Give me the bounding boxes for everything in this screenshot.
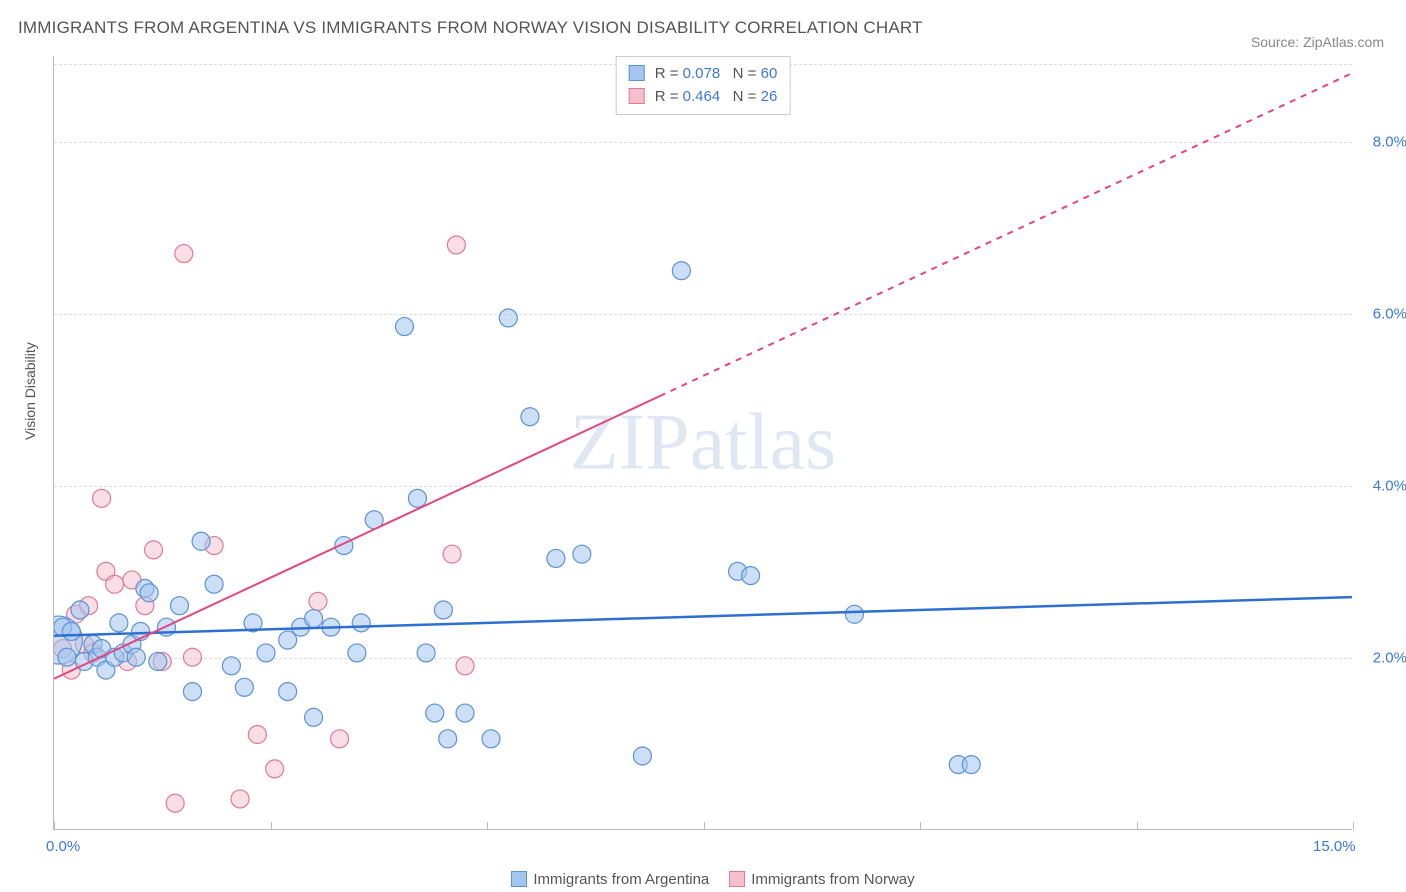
- data-point: [672, 262, 690, 280]
- legend-row: R = 0.078 N = 60: [629, 63, 778, 86]
- data-point: [127, 648, 145, 666]
- data-point: [962, 756, 980, 774]
- trend-line: [54, 396, 660, 679]
- data-point: [248, 726, 266, 744]
- data-point: [175, 245, 193, 263]
- legend-label: Immigrants from Argentina: [533, 871, 709, 888]
- y-tick-label: 6.0%: [1373, 306, 1406, 323]
- data-point: [499, 309, 517, 327]
- data-point: [305, 708, 323, 726]
- data-point: [140, 584, 158, 602]
- data-point: [145, 541, 163, 559]
- legend-row: R = 0.464 N = 26: [629, 86, 778, 109]
- data-point: [426, 704, 444, 722]
- y-tick-label: 8.0%: [1373, 134, 1406, 151]
- data-point: [456, 657, 474, 675]
- data-point: [573, 545, 591, 563]
- source-attribution: Source: ZipAtlas.com: [1251, 34, 1384, 50]
- data-point: [183, 648, 201, 666]
- chart-title: IMMIGRANTS FROM ARGENTINA VS IMMIGRANTS …: [18, 18, 923, 38]
- data-point: [633, 747, 651, 765]
- data-point: [408, 489, 426, 507]
- data-point: [456, 704, 474, 722]
- data-point: [547, 549, 565, 567]
- trend-line-extrapolated: [660, 73, 1352, 396]
- data-point: [149, 653, 167, 671]
- data-point: [845, 605, 863, 623]
- data-point: [205, 575, 223, 593]
- data-point: [110, 614, 128, 632]
- legend-swatch: [729, 871, 745, 887]
- data-point: [348, 644, 366, 662]
- data-point: [352, 614, 370, 632]
- data-point: [235, 678, 253, 696]
- data-point: [71, 601, 89, 619]
- data-point: [231, 790, 249, 808]
- data-point: [439, 730, 457, 748]
- data-point: [305, 610, 323, 628]
- data-point: [521, 408, 539, 426]
- series-legend: Immigrants from Argentina Immigrants from…: [0, 871, 1406, 888]
- data-point: [93, 489, 111, 507]
- y-tick-label: 2.0%: [1373, 650, 1406, 667]
- data-point: [279, 683, 297, 701]
- data-point: [443, 545, 461, 563]
- scatter-plot-svg: [54, 56, 1352, 829]
- data-point: [170, 597, 188, 615]
- data-point: [192, 532, 210, 550]
- data-point: [395, 318, 413, 336]
- data-point: [106, 575, 124, 593]
- legend-swatch: [629, 88, 645, 104]
- correlation-legend: R = 0.078 N = 60R = 0.464 N = 26: [616, 56, 791, 115]
- x-tick: [1353, 822, 1354, 830]
- data-point: [309, 592, 327, 610]
- y-axis-label: Vision Disability: [22, 342, 38, 440]
- chart-plot-area: R = 0.078 N = 60R = 0.464 N = 26 ZIPatla…: [53, 56, 1352, 830]
- legend-swatch: [511, 871, 527, 887]
- data-point: [183, 683, 201, 701]
- data-point: [482, 730, 500, 748]
- x-tick-label: 15.0%: [1313, 838, 1356, 855]
- data-point: [257, 644, 275, 662]
- legend-label: Immigrants from Norway: [751, 871, 914, 888]
- data-point: [417, 644, 435, 662]
- data-point: [742, 567, 760, 585]
- data-point: [166, 794, 184, 812]
- data-point: [447, 236, 465, 254]
- data-point: [266, 760, 284, 778]
- data-point: [222, 657, 240, 675]
- legend-swatch: [629, 65, 645, 81]
- data-point: [331, 730, 349, 748]
- data-point: [58, 648, 76, 666]
- data-point: [62, 622, 80, 640]
- data-point: [434, 601, 452, 619]
- y-tick-label: 4.0%: [1373, 478, 1406, 495]
- x-tick-label: 0.0%: [46, 838, 80, 855]
